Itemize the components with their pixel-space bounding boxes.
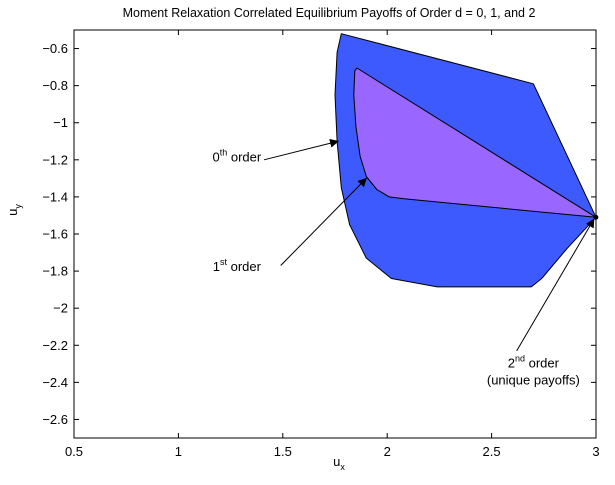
chart-title: Moment Relaxation Correlated Equilibrium…: [123, 6, 536, 20]
x-tick-label: 1: [175, 444, 182, 459]
payoff-regions: [335, 34, 598, 287]
y-tick-label: −2.2: [42, 338, 68, 353]
y-axis-label: uy: [5, 204, 23, 216]
y-tick-label: −2: [53, 301, 68, 316]
annotation-label-rest: order: [525, 356, 560, 371]
y-tick-label: −1.4: [42, 189, 68, 204]
annotation-label: 2nd order: [508, 354, 560, 371]
y-tick-label: −0.8: [42, 78, 68, 93]
x-tick-label: 2: [384, 444, 391, 459]
y-tick-label: −0.6: [42, 41, 68, 56]
x-tick-label: 0.5: [65, 444, 83, 459]
annotation-label-line2: (unique payoffs): [487, 373, 580, 388]
y-tick-label: −1.6: [42, 227, 68, 242]
annotation-label-sup: nd: [515, 354, 525, 364]
y-tick-label: −1.8: [42, 264, 68, 279]
annotation-label-sup: th: [220, 148, 228, 158]
y-tick-label: −2.6: [42, 412, 68, 427]
annotation-label-base: 0: [213, 150, 220, 165]
x-axis-label: ux: [333, 454, 345, 472]
y-tick-label: −1: [53, 115, 68, 130]
x-tick-label: 1.5: [274, 444, 292, 459]
annotation-arrow: [264, 141, 338, 160]
annotation-label: 1st order: [213, 257, 262, 274]
annotation-label-rest: order: [227, 150, 262, 165]
x-tick-label: 2.5: [483, 444, 501, 459]
annotation-label: 0th order: [213, 148, 262, 165]
y-tick-label: −2.4: [42, 375, 68, 390]
y-tick-label: −1.2: [42, 152, 68, 167]
x-tick-label: 3: [592, 444, 599, 459]
annotation-label-rest: order: [227, 259, 262, 274]
annotation-label-base: 1: [213, 259, 220, 274]
annotation-label-base: 2: [508, 356, 515, 371]
